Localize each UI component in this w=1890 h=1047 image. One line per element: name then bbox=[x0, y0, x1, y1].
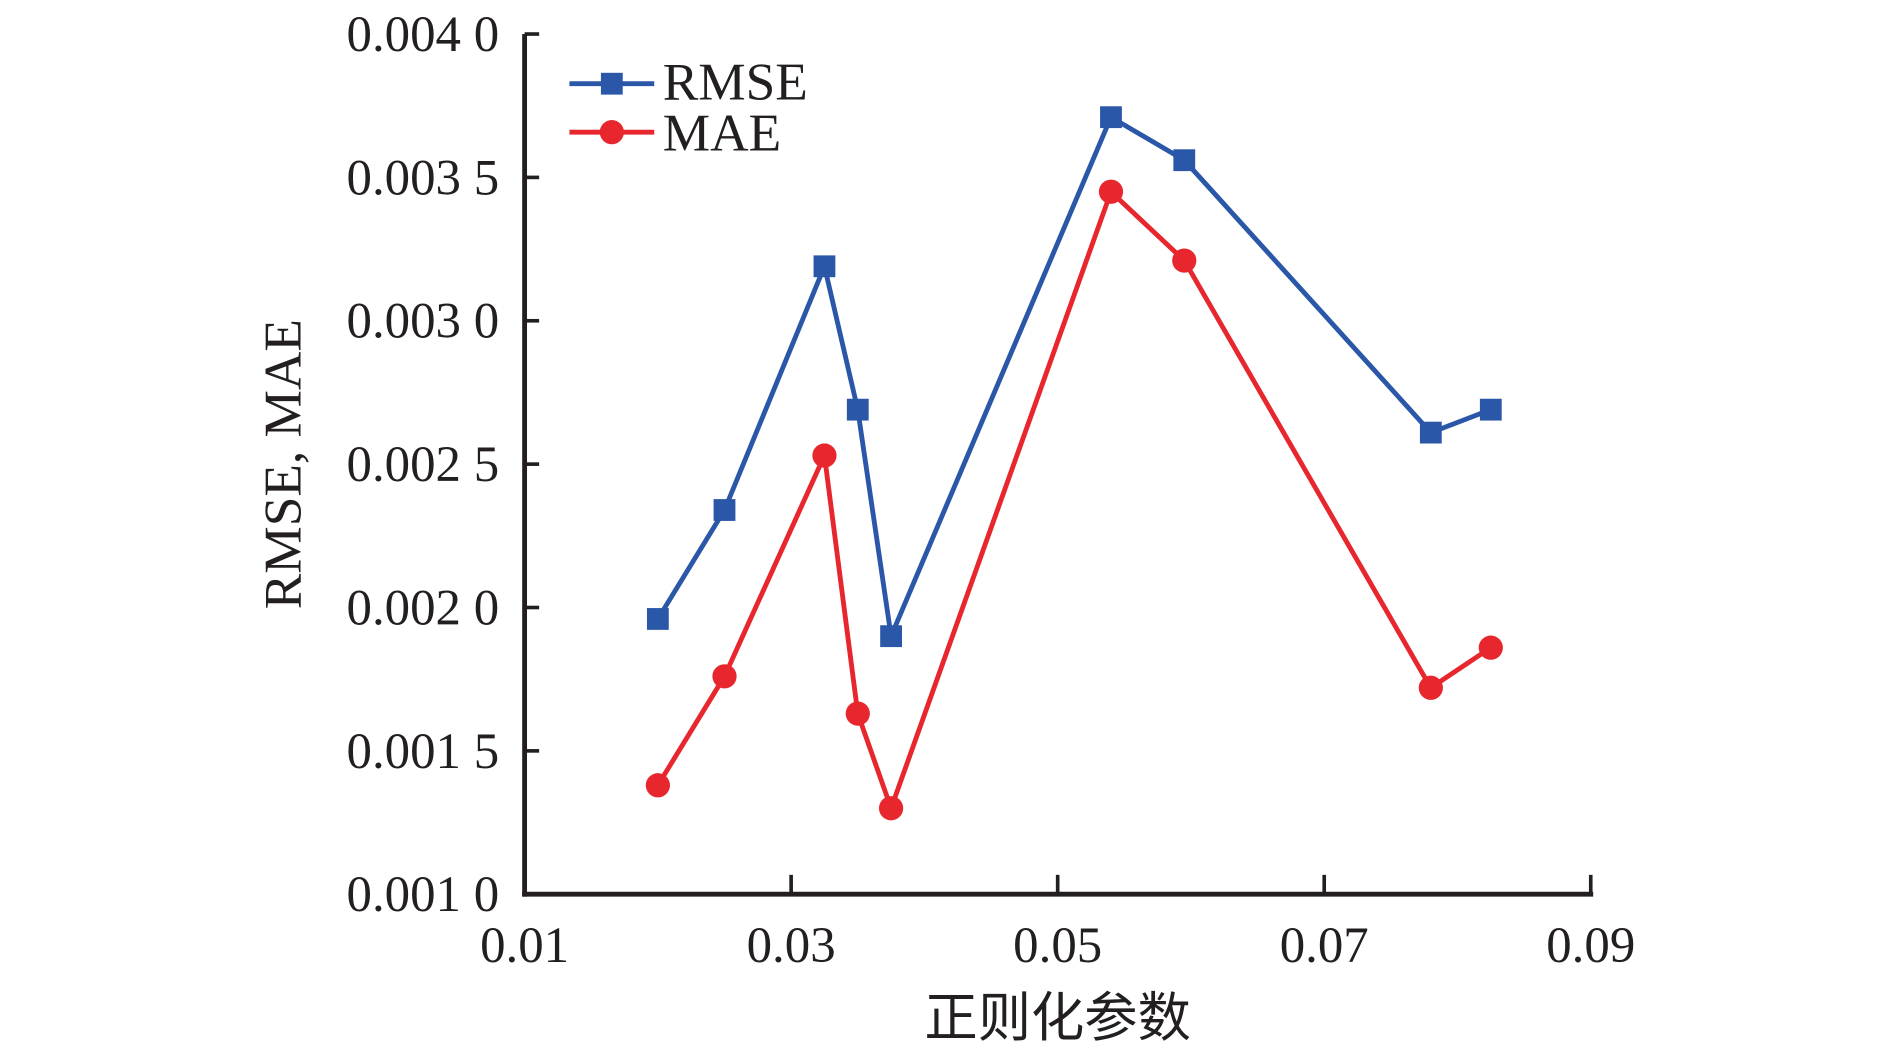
rmse-point bbox=[713, 499, 736, 521]
y-tick-label: 0.003 0 bbox=[347, 294, 500, 350]
x-tick-label: 0.07 bbox=[1280, 918, 1369, 974]
legend-mae-marker bbox=[599, 120, 624, 145]
mae-point bbox=[1172, 248, 1197, 273]
legend: RMSE MAE bbox=[569, 52, 808, 162]
rmse-line bbox=[655, 113, 1492, 646]
y-tick-label: 0.003 5 bbox=[347, 150, 500, 206]
legend-rmse-label: RMSE bbox=[663, 52, 808, 111]
mae-point bbox=[812, 443, 837, 468]
y-tick-label: 0.002 5 bbox=[347, 437, 500, 493]
y-tick-label: 0.001 0 bbox=[347, 867, 500, 923]
rmse-point bbox=[1173, 149, 1196, 172]
x-tick-label: 0.03 bbox=[747, 918, 836, 974]
y-tick-label: 0.004 0 bbox=[347, 7, 500, 63]
y-axis-label: RMSE, MAE bbox=[253, 319, 312, 609]
mae-point bbox=[878, 796, 904, 821]
legend-rmse-marker bbox=[600, 72, 623, 95]
x-tick-label: 0.05 bbox=[1013, 918, 1102, 974]
series-rmse bbox=[646, 106, 1502, 648]
rmse-point bbox=[813, 255, 836, 278]
ticks: 0.01 0.03 0.05 0.07 0.09 0.001 0 0.001 5 0.002 … bbox=[347, 7, 1636, 974]
series-layer bbox=[645, 106, 1503, 821]
rmse-point bbox=[1100, 106, 1122, 129]
y-tick-label: 0.001 5 bbox=[347, 724, 500, 780]
x-tick-label: 0.09 bbox=[1546, 918, 1635, 974]
rmse-point bbox=[1479, 398, 1502, 421]
rmse-point bbox=[1419, 421, 1442, 444]
mae-point bbox=[1418, 675, 1443, 700]
mae-point bbox=[1478, 635, 1503, 660]
mae-point bbox=[1098, 179, 1124, 204]
series-mae bbox=[645, 179, 1503, 821]
rmse-point bbox=[880, 625, 902, 648]
x-axis-label: 正则化参数 bbox=[924, 989, 1190, 1047]
rmse-point bbox=[646, 608, 669, 630]
mae-point bbox=[645, 773, 670, 798]
x-tick-label: 0.01 bbox=[480, 918, 569, 974]
mae-point bbox=[845, 701, 870, 726]
rmse-point bbox=[846, 398, 869, 421]
legend-mae-label: MAE bbox=[663, 103, 781, 162]
mae-line bbox=[655, 187, 1493, 816]
mae-point bbox=[712, 664, 737, 689]
y-tick-label: 0.002 0 bbox=[347, 580, 500, 636]
